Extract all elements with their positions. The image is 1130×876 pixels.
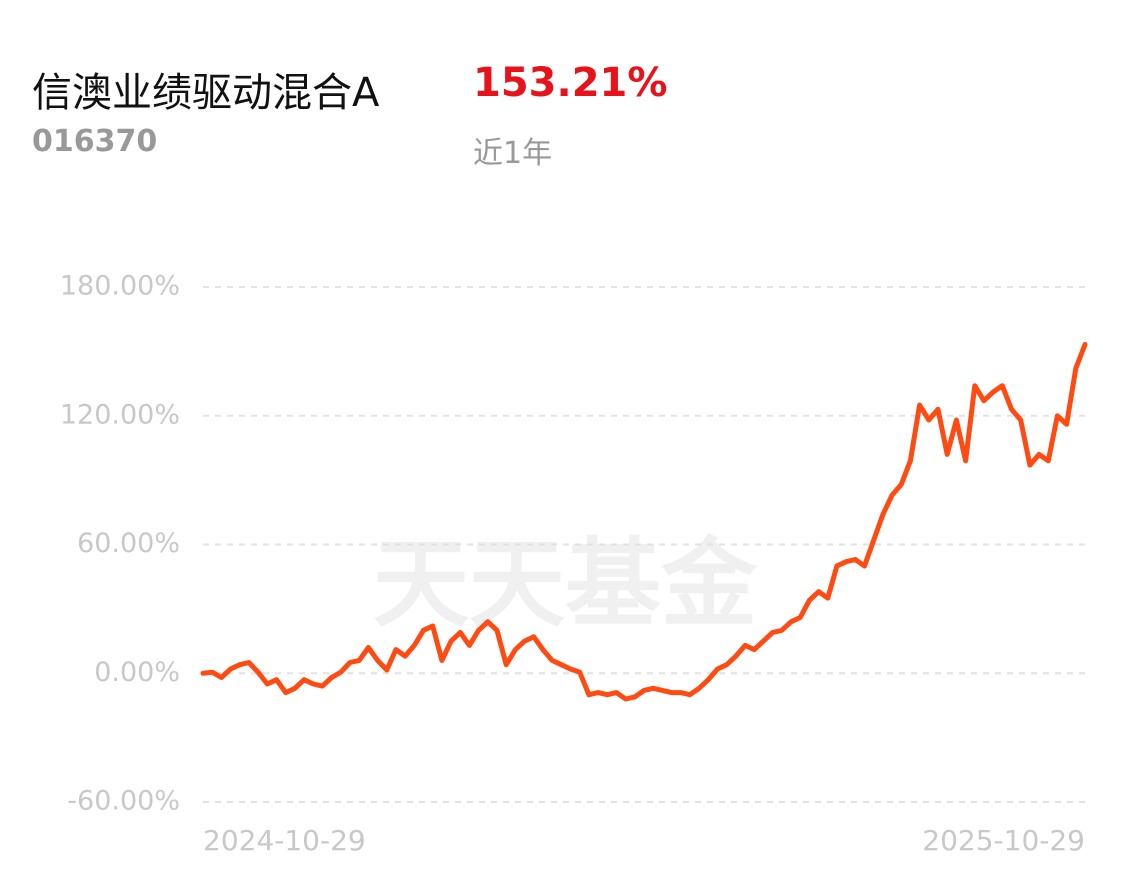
y-tick-label: 60.00% <box>77 528 180 559</box>
fund-name: 信澳业绩驱动混合A <box>32 70 380 116</box>
watermark: 天天基金 <box>373 527 758 640</box>
line <box>200 342 1088 702</box>
period-label: 近1年 <box>473 136 553 171</box>
y-tick-label: 120.00% <box>60 399 180 430</box>
y-tick-label: 0.00% <box>94 657 180 688</box>
x-start-label: 2024-10-29 <box>203 824 366 857</box>
return-value: 153.21% <box>473 60 668 106</box>
y-tick-label: -60.00% <box>67 786 180 817</box>
y-tick-label: 180.00% <box>60 271 180 302</box>
fund-code: 016370 <box>32 124 158 159</box>
x-end-label: 2025-10-29 <box>922 824 1085 857</box>
